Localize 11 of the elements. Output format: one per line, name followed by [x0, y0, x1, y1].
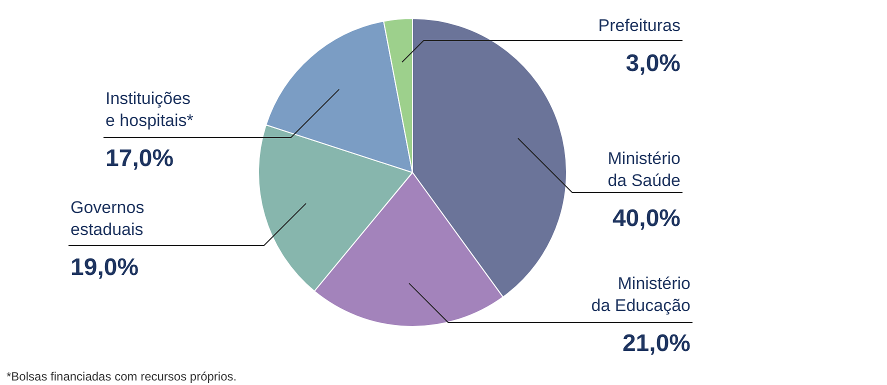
data-label: 17,0%: [106, 145, 174, 172]
data-label: 19,0%: [70, 254, 139, 281]
data-label: 40,0%: [612, 205, 681, 232]
text: *Bolsas financiadas com recursos próprios.: [6, 370, 237, 384]
slice-label: Prefeituras: [598, 16, 680, 35]
slice-label: Governos estaduais: [70, 198, 144, 239]
data-label: 21,0%: [622, 330, 691, 357]
slice-label: Instituições e hospitais*: [106, 89, 194, 130]
slice-label: Ministério da Saúde: [608, 149, 681, 190]
data-label: 3,0%: [626, 50, 680, 77]
slice-label: Ministério da Educação: [591, 274, 691, 315]
